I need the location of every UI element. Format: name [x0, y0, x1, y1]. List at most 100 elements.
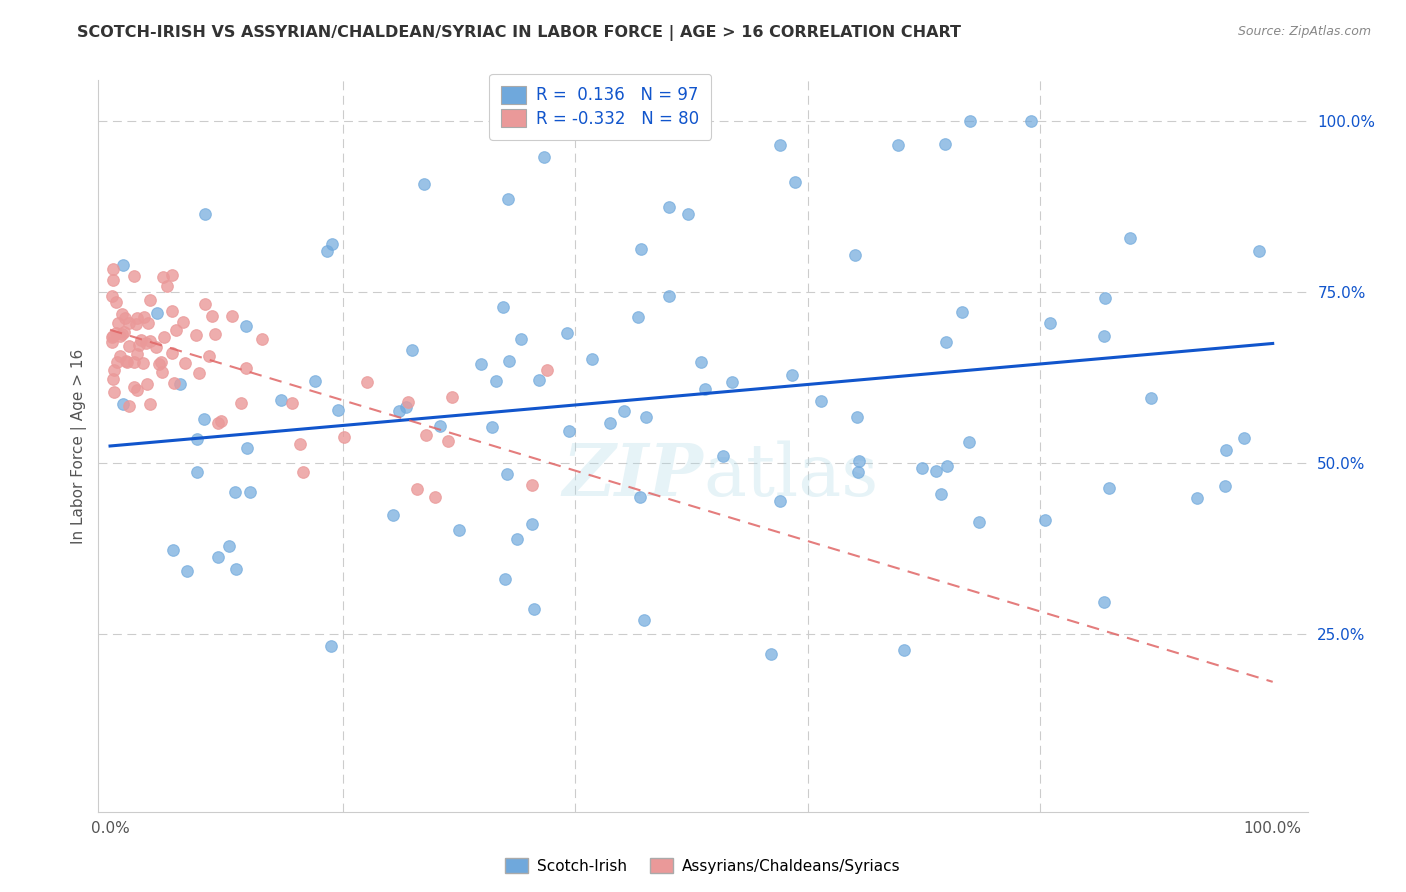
Point [628, 490, 651, 504]
Point [658, 289, 681, 303]
Point [173, 356, 195, 370]
Point [1247, 244, 1270, 258]
Point [676, 207, 699, 221]
Point [136, 316, 159, 330]
Point [139, 397, 162, 411]
Point [395, 401, 418, 415]
Point [114, 311, 136, 326]
Point [401, 343, 423, 358]
Point [101, 334, 124, 349]
Point [382, 508, 405, 522]
Point [103, 363, 125, 377]
Point [315, 244, 337, 258]
Point [326, 403, 349, 417]
Point [169, 377, 191, 392]
Point [103, 384, 125, 399]
Point [846, 465, 869, 479]
Text: Source: ZipAtlas.com: Source: ZipAtlas.com [1237, 25, 1371, 38]
Point [506, 532, 529, 546]
Point [122, 380, 145, 394]
Point [1092, 595, 1115, 609]
Point [769, 493, 792, 508]
Point [496, 467, 519, 482]
Point [581, 351, 603, 366]
Legend: Scotch-Irish, Assyrians/Chaldeans/Syriacs: Scotch-Irish, Assyrians/Chaldeans/Syriac… [499, 852, 907, 880]
Point [658, 200, 681, 214]
Point [236, 441, 259, 455]
Point [132, 356, 155, 370]
Point [1185, 491, 1208, 505]
Point [153, 330, 176, 344]
Point [844, 247, 866, 261]
Point [129, 334, 152, 348]
Point [152, 270, 174, 285]
Point [148, 357, 170, 371]
Point [165, 323, 187, 337]
Point [332, 430, 354, 444]
Point [387, 404, 409, 418]
Point [846, 409, 869, 424]
Point [235, 361, 257, 376]
Point [103, 372, 125, 386]
Point [304, 374, 326, 388]
Point [127, 347, 149, 361]
Point [693, 382, 716, 396]
Point [160, 268, 183, 282]
Point [270, 393, 292, 408]
Point [630, 242, 652, 256]
Point [599, 416, 621, 430]
Point [101, 329, 124, 343]
Point [100, 329, 122, 343]
Point [1139, 392, 1161, 406]
Point [200, 310, 222, 324]
Point [690, 355, 713, 369]
Point [957, 435, 980, 450]
Point [429, 419, 451, 434]
Point [250, 333, 273, 347]
Point [1233, 431, 1256, 445]
Point [494, 572, 516, 586]
Point [224, 484, 246, 499]
Point [111, 327, 134, 342]
Point [440, 390, 463, 404]
Point [145, 341, 167, 355]
Point [122, 355, 145, 369]
Point [125, 311, 148, 326]
Point [886, 137, 908, 152]
Point [162, 542, 184, 557]
Point [848, 454, 870, 468]
Point [112, 397, 135, 411]
Point [139, 293, 162, 307]
Point [176, 565, 198, 579]
Point [239, 485, 262, 500]
Point [893, 643, 915, 657]
Point [950, 305, 973, 319]
Point [117, 338, 139, 352]
Point [470, 357, 492, 371]
Point [207, 416, 229, 430]
Point [110, 328, 132, 343]
Point [935, 335, 957, 350]
Point [107, 355, 129, 369]
Point [229, 396, 252, 410]
Point [810, 393, 832, 408]
Point [101, 261, 124, 276]
Point [105, 294, 128, 309]
Point [1094, 329, 1116, 343]
Point [146, 306, 169, 320]
Point [118, 399, 141, 413]
Point [112, 326, 135, 340]
Point [156, 279, 179, 293]
Point [111, 307, 134, 321]
Point [498, 192, 520, 206]
Text: ZIP: ZIP [562, 440, 703, 511]
Point [481, 420, 503, 434]
Point [967, 515, 990, 529]
Point [413, 177, 436, 191]
Point [536, 363, 558, 377]
Point [447, 523, 470, 537]
Point [125, 317, 148, 331]
Point [118, 316, 141, 330]
Point [613, 404, 636, 418]
Point [107, 317, 129, 331]
